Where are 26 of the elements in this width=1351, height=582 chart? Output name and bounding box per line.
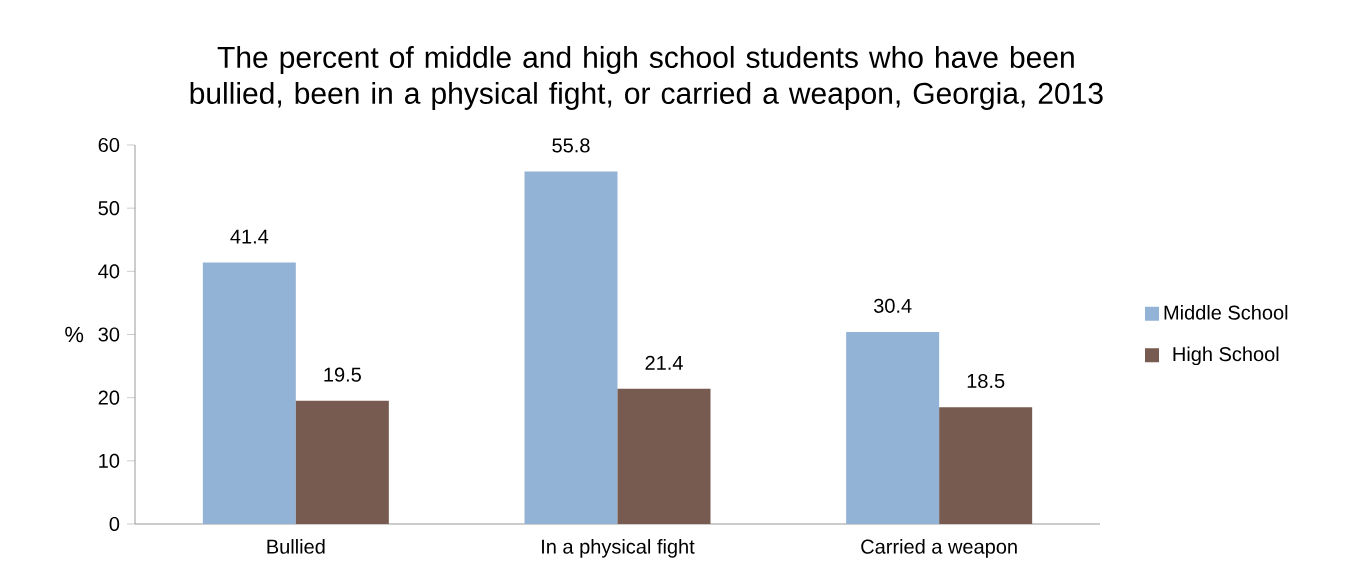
bar: [202, 262, 296, 524]
bar: [524, 171, 618, 524]
y-tick-label: 40: [98, 264, 120, 279]
data-label: 21.4: [645, 355, 683, 370]
data-label: 19.5: [324, 367, 361, 382]
bar: [617, 388, 711, 524]
x-tick-label: In a physical fight: [542, 539, 695, 558]
bar: [295, 400, 389, 524]
data-label: 30.4: [873, 298, 912, 313]
bar: [939, 407, 1033, 524]
legend-label: High School: [1173, 346, 1279, 366]
data-label: 18.5: [967, 373, 1005, 389]
chart-title: The percent of middle and high school students who have been bullied, been in a physical fight, or carried a weapon, Georgia, 2013: [190, 45, 1103, 110]
data-label: 55.8: [552, 138, 590, 153]
x-tick-label: Carried a weapon: [861, 539, 1017, 558]
x-tick-label: Bullied: [267, 539, 325, 554]
y-tick-label: 0: [109, 516, 120, 532]
data-label: 41.4: [230, 229, 269, 244]
y-tick-label: 20: [98, 390, 120, 405]
legend-label: Middle School: [1164, 305, 1288, 320]
y-tick-label: 60: [98, 137, 120, 153]
y-tick-label: 50: [98, 201, 120, 216]
bar: [846, 331, 940, 524]
y-tick-label: 30: [98, 327, 120, 342]
y-axis-title: %: [65, 326, 84, 343]
y-tick-label: 10: [99, 453, 120, 468]
